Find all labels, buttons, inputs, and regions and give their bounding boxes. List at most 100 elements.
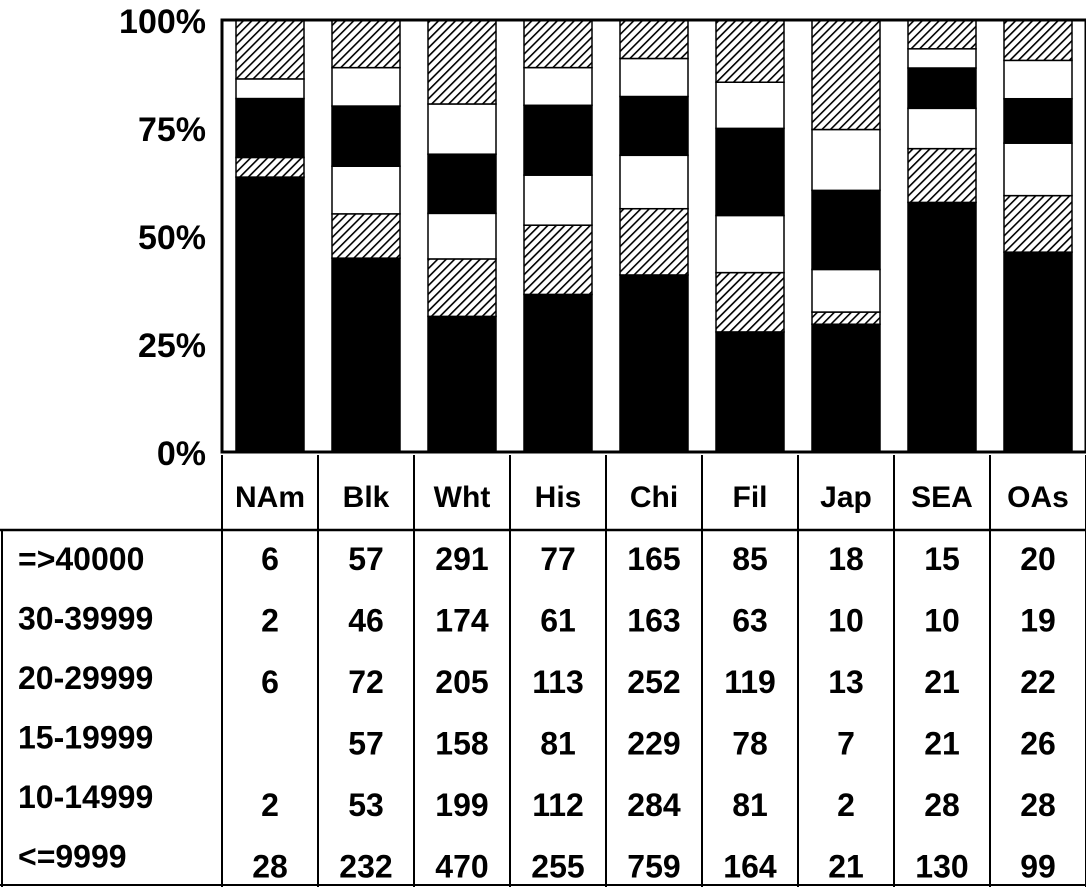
bar-segment [427,258,497,318]
bar-segment [811,268,881,313]
table-cell: 20 [1020,541,1056,577]
table-cell: 232 [339,849,392,885]
table-cell: 164 [723,849,777,885]
plot-frame [220,18,1086,454]
bar-segment [331,66,401,107]
table-cell: 21 [828,849,864,885]
bar-segment [715,331,785,453]
bar-segment [715,214,785,274]
table-cell: 199 [435,787,488,823]
table-cell: 165 [627,541,680,577]
table-cell: 26 [1020,726,1056,762]
table-cell: 163 [627,603,680,639]
table-cell: 63 [732,603,768,639]
y-tick-label: 100% [119,3,206,41]
table-cell: 19 [1020,603,1056,639]
table-cell: 112 [532,787,584,823]
table-cell: 130 [915,849,968,885]
y-tick-label: 25% [138,327,206,365]
table-cell: 6 [261,664,279,700]
bar-segment [1003,251,1073,453]
table-cell: 759 [627,849,680,885]
data-table: NAm Blk Wht His Chi Fil Jap SEA OAs =>40000 6 57 291… [0,455,1086,887]
bar-segment [811,323,881,453]
table-cell: 77 [540,541,576,577]
table-cell: 2 [261,787,279,823]
bar-segment [1003,59,1073,100]
bar-segment [907,201,977,453]
row-label: 15-19999 [18,720,153,756]
bar-segment [811,19,881,131]
table-cell: 22 [1020,664,1056,700]
bar-segment [619,154,689,210]
bar-segment [907,48,977,69]
table-cell: 6 [261,541,279,577]
bar-segment [619,95,689,157]
bar-segment [619,274,689,453]
bar-segment [235,78,305,100]
row-label: 20-29999 [18,660,153,696]
bar-segment [1003,194,1073,253]
table-cell: 2 [837,787,855,823]
table-cell: 2 [261,603,279,639]
table-cell: 46 [348,603,384,639]
bar-segment [523,174,593,226]
category-label: Wht [434,481,491,514]
bar-stacks [235,19,1073,453]
bar-segment [427,212,497,260]
bar-segment [331,105,401,167]
bar-segment [619,57,689,98]
table-cell: 470 [435,849,488,885]
table-cell: 284 [627,787,681,823]
table-cell: 57 [348,541,384,577]
bar-segment [427,153,497,215]
table-cell: 21 [924,726,960,762]
table-cell: 99 [1020,849,1056,885]
table-cell: 18 [828,541,864,577]
bar-segment [235,156,305,178]
table-cell: 78 [732,726,768,762]
category-label: NAm [235,481,305,514]
bar-segment [427,19,497,105]
row-label: <=9999 [18,839,127,875]
bar-segment [1003,19,1073,62]
table-cell: 13 [828,664,864,700]
table-cell: 119 [724,664,776,700]
bar-segment [427,103,497,155]
table-cell: 21 [924,664,960,700]
bar-segment [715,271,785,333]
bar-segment [523,224,593,296]
bar-segment [715,81,785,130]
row-label: 10-14999 [18,779,153,815]
y-tick-label: 50% [138,219,206,257]
bar-segment [1003,97,1073,144]
table-cell: 28 [924,787,960,823]
table-cell: 10 [924,603,960,639]
table-cell: 81 [540,726,576,762]
bar-segment [331,257,401,453]
bar-segment [715,19,785,83]
bar-segment [907,107,977,150]
table-cell: 255 [531,849,584,885]
bar-segment [523,104,593,176]
table-cell: 291 [435,541,488,577]
table-cell: 28 [252,849,288,885]
bar-segment [331,19,401,69]
table-cell: 61 [540,603,576,639]
bar-segment [523,66,593,107]
category-label: His [535,481,582,514]
category-label: OAs [1007,481,1069,514]
bar-segment [427,315,497,453]
bar-segment [523,293,593,453]
bar-segment [715,127,785,217]
row-label: =>40000 [18,541,144,577]
table-cell: 81 [732,787,768,823]
bar-segment [907,19,977,50]
bar-segment [331,165,401,215]
bar-segment [619,19,689,60]
table-cell: 85 [732,541,768,577]
table-cell: 28 [1020,787,1056,823]
table-cell: 158 [435,726,488,762]
table-cell: 113 [532,664,584,700]
